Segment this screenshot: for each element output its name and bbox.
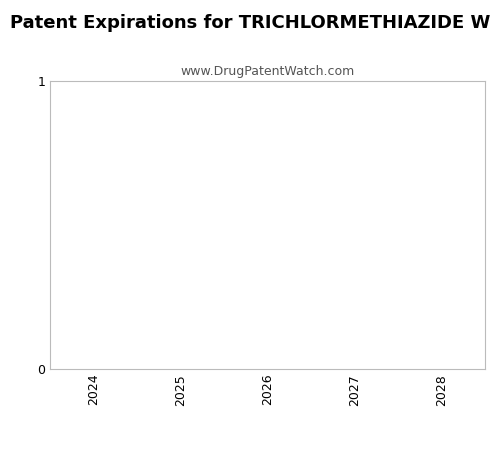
Text: Patent Expirations for TRICHLORMETHIAZIDE W: Patent Expirations for TRICHLORMETHIAZID… — [10, 14, 490, 32]
Title: www.DrugPatentWatch.com: www.DrugPatentWatch.com — [180, 65, 354, 78]
